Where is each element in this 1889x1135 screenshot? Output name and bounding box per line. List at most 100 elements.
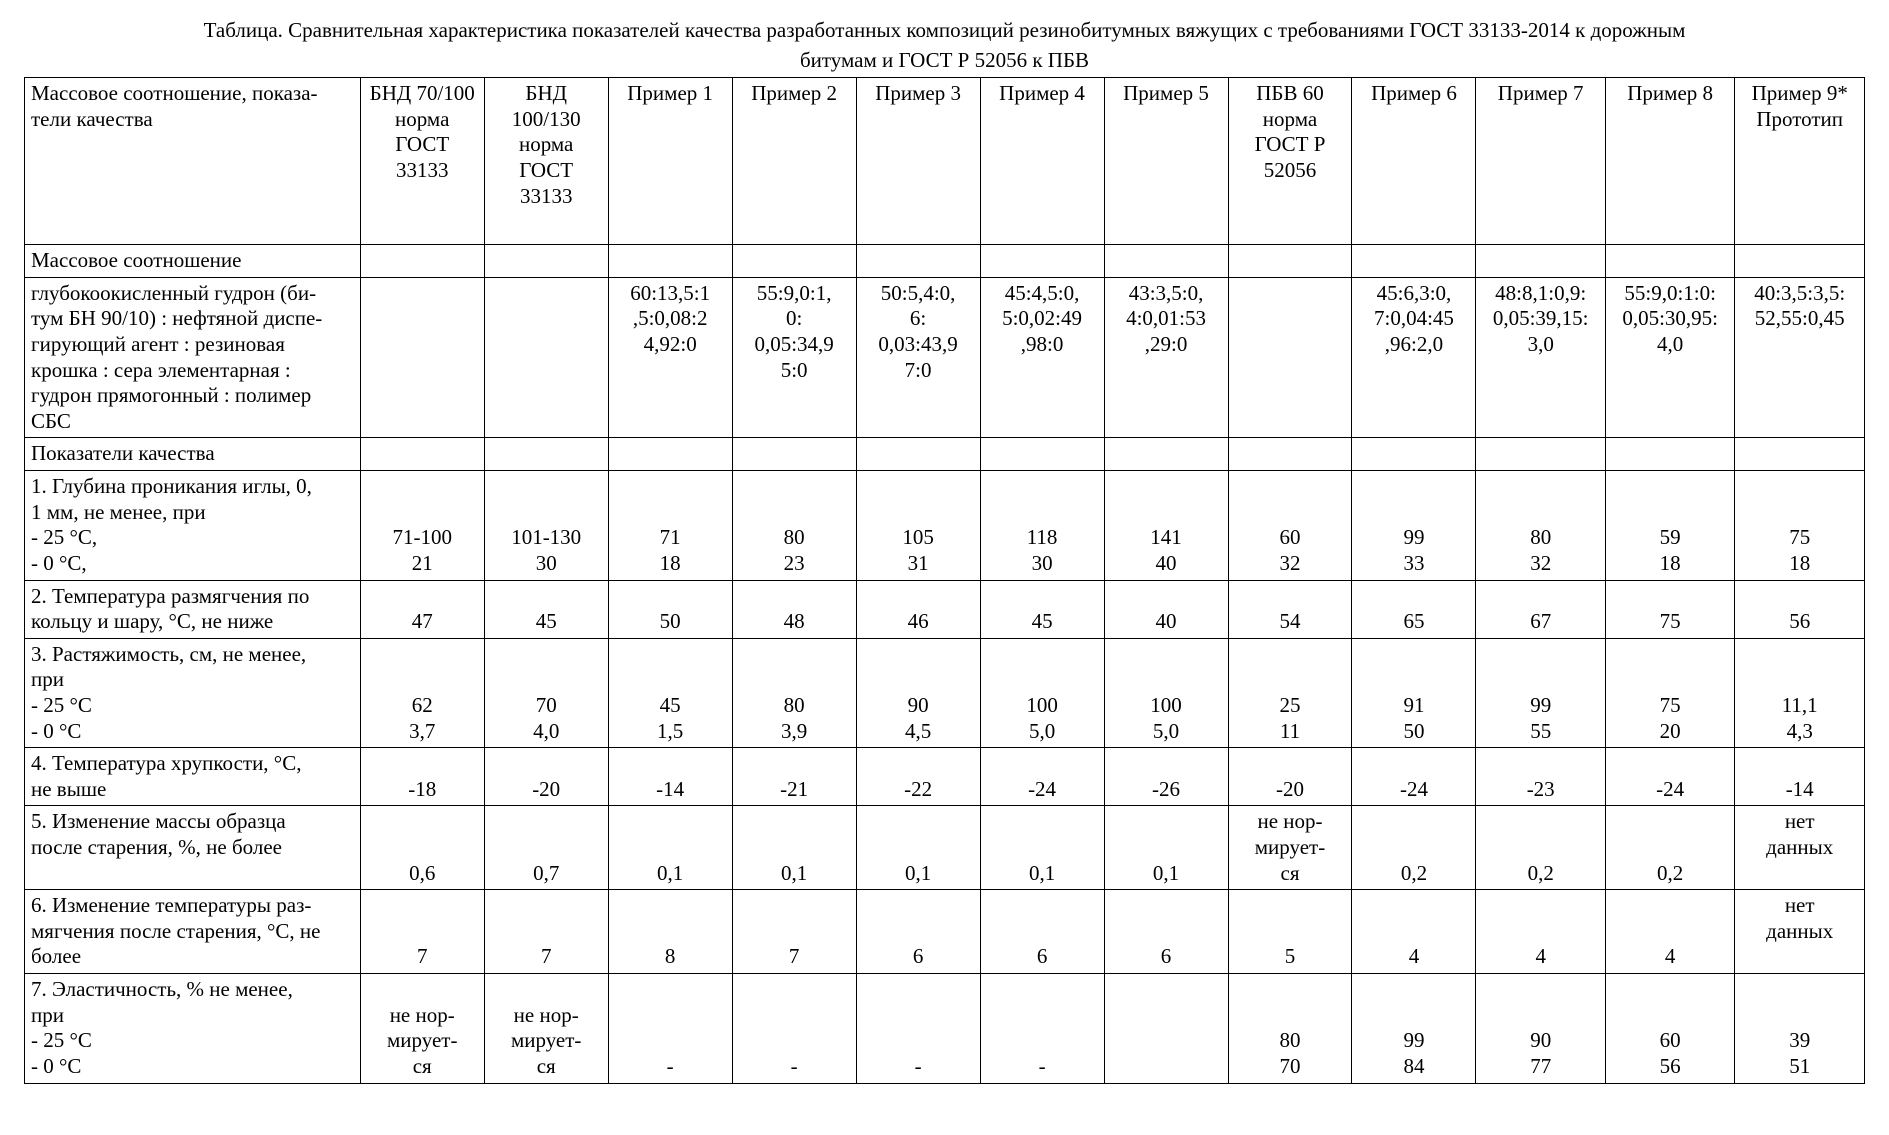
cell: 47 (360, 580, 484, 638)
table-row: 5. Изменение массы образцапосле старения… (25, 806, 1865, 890)
cell: 0,2 (1476, 806, 1605, 890)
cell: 101-13030 (484, 471, 608, 580)
cell: 0,1 (1104, 806, 1228, 890)
table-row: 2. Температура размягчения покольцу и ша… (25, 580, 1865, 638)
cell: 48:8,1:0,9:0,05:39,15:3,0 (1476, 277, 1605, 438)
cell: 54 (1228, 580, 1352, 638)
cell: 55:9,0:1,0:0,05:34,95:0 (732, 277, 856, 438)
cell: 7118 (608, 471, 732, 580)
table-body: Массовое соотношение глубокоокисленный г… (25, 245, 1865, 1083)
col-header: Пример 1 (608, 78, 732, 245)
cell: -22 (856, 748, 980, 806)
cell: 7 (360, 890, 484, 974)
section-row-mass: Массовое соотношение (25, 245, 1865, 278)
comparison-table: Массовое соотношение, показа-тели качест… (24, 77, 1865, 1083)
cell: 50 (608, 580, 732, 638)
cell: - (732, 974, 856, 1083)
cell: -24 (1352, 748, 1476, 806)
row-label: 5. Изменение массы образцапосле старения… (25, 806, 361, 890)
table-row: 7. Эластичность, % не менее,при- 25 °С- … (25, 974, 1865, 1083)
cell: 0,7 (484, 806, 608, 890)
section-label: Массовое соотношение (25, 245, 361, 278)
cell: 75 (1605, 580, 1734, 638)
cell: 43:3,5:0,4:0,01:53,29:0 (1104, 277, 1228, 438)
cell: нетданных (1735, 806, 1865, 890)
table-row: 4. Температура хрупкости, °С,не выше-18-… (25, 748, 1865, 806)
cell: 3951 (1735, 974, 1865, 1083)
cell: 67 (1476, 580, 1605, 638)
cell: 7518 (1735, 471, 1865, 580)
cell: 55:9,0:1:0:0,05:30,95:4,0 (1605, 277, 1734, 438)
col-header: Пример 8 (1605, 78, 1734, 245)
col-header: ПБВ 60 норма ГОСТ Р 52056 (1228, 78, 1352, 245)
cell: - (856, 974, 980, 1083)
cell (1104, 974, 1228, 1083)
cell (484, 277, 608, 438)
cell: 803,9 (732, 638, 856, 747)
cell: 10531 (856, 471, 980, 580)
cell (1228, 277, 1352, 438)
cell: -23 (1476, 748, 1605, 806)
cell: 45:4,5:0,5:0,02:49,98:0 (980, 277, 1104, 438)
cell: 48 (732, 580, 856, 638)
cell: 14140 (1104, 471, 1228, 580)
col-header: Пример 6 (1352, 78, 1476, 245)
cell: 0,6 (360, 806, 484, 890)
cell: 4 (1605, 890, 1734, 974)
cell: 11,14,3 (1735, 638, 1865, 747)
cell: 1005,0 (1104, 638, 1228, 747)
col-header-label: Массовое соотношение, показа-тели качест… (25, 78, 361, 245)
cell: -14 (608, 748, 732, 806)
cell: не нор-мирует-ся (484, 974, 608, 1083)
cell: - (980, 974, 1104, 1083)
cell: 9984 (1352, 974, 1476, 1083)
cell: 6 (1104, 890, 1228, 974)
cell: 6056 (1605, 974, 1734, 1083)
cell: -20 (484, 748, 608, 806)
row-label: 1. Глубина проникания иглы, 0,1 мм, не м… (25, 471, 361, 580)
row-label: 4. Температура хрупкости, °С,не выше (25, 748, 361, 806)
cell: 65 (1352, 580, 1476, 638)
cell: 0,1 (856, 806, 980, 890)
cell: 71-10021 (360, 471, 484, 580)
cell: 8023 (732, 471, 856, 580)
col-header: Пример 7 (1476, 78, 1605, 245)
row-label: 6. Изменение температуры раз-мягчения по… (25, 890, 361, 974)
cell: 50:5,4:0,6:0,03:43,97:0 (856, 277, 980, 438)
cell: 40 (1104, 580, 1228, 638)
mass-ratio-label: глубокоокисленный гудрон (би-тум БН 90/1… (25, 277, 361, 438)
row-label: 2. Температура размягчения покольцу и ша… (25, 580, 361, 638)
cell: 9077 (1476, 974, 1605, 1083)
cell: -21 (732, 748, 856, 806)
row-label: 7. Эластичность, % не менее,при- 25 °С- … (25, 974, 361, 1083)
cell: 46 (856, 580, 980, 638)
cell: 0,1 (732, 806, 856, 890)
cell: 6032 (1228, 471, 1352, 580)
header-row: Массовое соотношение, показа-тели качест… (25, 78, 1865, 245)
cell: 8 (608, 890, 732, 974)
col-header: Пример 3 (856, 78, 980, 245)
cell: 5 (1228, 890, 1352, 974)
cell: 451,5 (608, 638, 732, 747)
cell: 45 (980, 580, 1104, 638)
cell: 11830 (980, 471, 1104, 580)
cell: 904,5 (856, 638, 980, 747)
cell: 7 (732, 890, 856, 974)
cell: 8070 (1228, 974, 1352, 1083)
cell: 7520 (1605, 638, 1734, 747)
section-row-quality: Показатели качества (25, 438, 1865, 471)
cell: 56 (1735, 580, 1865, 638)
section-label: Показатели качества (25, 438, 361, 471)
table-title-line2: битумам и ГОСТ Р 52056 к ПБВ (24, 48, 1865, 74)
row-label: 3. Растяжимость, см, не менее,при- 25 °С… (25, 638, 361, 747)
col-header: Пример 2 (732, 78, 856, 245)
cell: -26 (1104, 748, 1228, 806)
cell: -20 (1228, 748, 1352, 806)
cell: 623,7 (360, 638, 484, 747)
cell: -24 (980, 748, 1104, 806)
cell: 9933 (1352, 471, 1476, 580)
cell: 0,1 (980, 806, 1104, 890)
cell: 8032 (1476, 471, 1605, 580)
cell: 0,1 (608, 806, 732, 890)
cell: 5918 (1605, 471, 1734, 580)
